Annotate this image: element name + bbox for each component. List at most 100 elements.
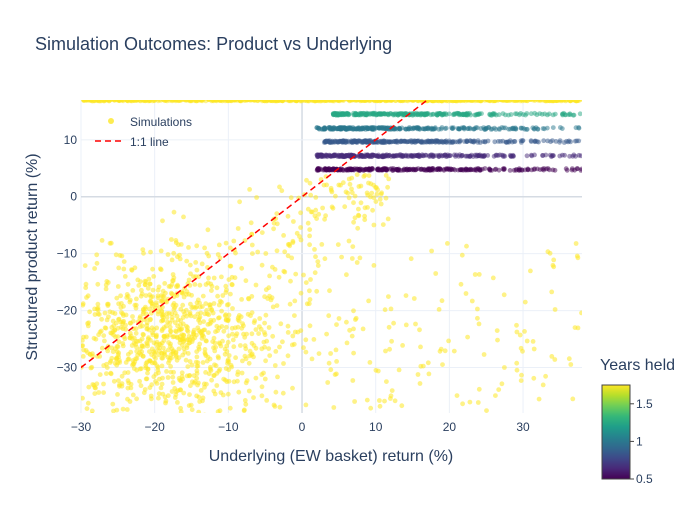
simulation-point: [559, 100, 565, 102]
simulation-point: [430, 111, 436, 117]
simulation-point: [170, 380, 176, 385]
simulation-point: [187, 340, 193, 346]
simulation-point: [167, 324, 173, 330]
simulation-point: [150, 287, 156, 293]
simulation-point: [85, 400, 91, 406]
simulation-point: [194, 354, 200, 360]
simulation-point: [177, 334, 183, 339]
simulation-point: [120, 100, 126, 104]
simulation-point: [371, 126, 376, 132]
simulation-point: [267, 293, 272, 299]
simulation-point: [112, 360, 118, 366]
simulation-point: [476, 167, 482, 172]
simulation-point: [203, 301, 209, 306]
simulation-point: [430, 138, 436, 144]
simulation-point: [155, 365, 161, 370]
simulation-point: [493, 393, 498, 398]
simulation-point: [573, 241, 579, 246]
simulation-point: [398, 100, 403, 103]
simulation-point: [285, 242, 291, 247]
simulation-point: [95, 354, 100, 359]
simulation-point: [124, 407, 130, 412]
simulation-point: [111, 378, 117, 384]
simulation-point: [170, 374, 176, 380]
simulation-point: [325, 380, 331, 385]
simulation-point: [138, 383, 144, 389]
simulation-point: [120, 326, 126, 332]
simulation-point: [307, 323, 313, 329]
simulation-point: [116, 265, 122, 271]
simulation-point: [346, 195, 352, 201]
simulation-point: [241, 408, 247, 413]
simulation-point: [307, 288, 312, 294]
simulation-point: [177, 256, 183, 262]
simulation-point: [305, 220, 311, 226]
simulation-point: [322, 216, 327, 222]
simulation-point: [130, 288, 136, 293]
simulation-point: [205, 354, 211, 360]
simulation-point: [557, 139, 562, 145]
simulation-point: [107, 309, 113, 315]
simulation-point: [118, 305, 124, 310]
simulation-point: [351, 350, 356, 356]
axis-ticks: −30 −20 −10 0 10 20 30 −30 −20 −10 0 10: [57, 133, 530, 434]
simulation-point: [407, 138, 413, 144]
simulation-point: [518, 345, 524, 351]
simulation-point: [383, 173, 389, 178]
simulation-point: [165, 375, 171, 380]
simulation-point: [499, 125, 505, 130]
simulation-point: [307, 242, 312, 248]
simulation-point: [140, 100, 146, 103]
simulation-point: [347, 181, 353, 187]
simulation-point: [139, 287, 144, 293]
simulation-point: [567, 153, 572, 159]
simulation-point: [403, 126, 408, 132]
simulation-point: [307, 180, 313, 186]
simulation-point: [127, 299, 133, 305]
simulation-point: [342, 204, 348, 210]
simulation-point: [496, 112, 502, 118]
simulation-point: [211, 335, 217, 341]
simulation-point: [548, 139, 553, 145]
simulation-point: [465, 100, 471, 102]
simulation-point: [93, 336, 99, 342]
simulation-point: [235, 369, 241, 375]
simulation-point: [271, 226, 276, 232]
simulation-point: [492, 139, 498, 145]
simulation-point: [459, 252, 465, 258]
simulation-point: [344, 100, 349, 102]
simulation-point: [185, 325, 190, 330]
simulation-point: [226, 302, 231, 307]
simulation-point: [121, 266, 127, 272]
simulation-point: [181, 390, 187, 396]
simulation-point: [92, 100, 98, 103]
simulation-point: [404, 167, 410, 173]
simulation-point: [386, 294, 391, 299]
simulation-point: [366, 173, 372, 179]
simulation-point: [120, 406, 126, 412]
simulation-point: [194, 267, 200, 273]
simulation-point: [309, 356, 315, 362]
simulation-point: [460, 401, 465, 407]
simulation-point: [156, 370, 161, 376]
simulation-point: [481, 352, 487, 357]
simulation-point: [455, 139, 460, 145]
simulation-point: [120, 321, 126, 326]
simulation-point: [188, 271, 193, 277]
simulation-point: [558, 125, 563, 130]
simulation-point: [197, 304, 203, 310]
simulation-point: [326, 313, 332, 319]
simulation-point: [256, 331, 261, 336]
simulation-point: [142, 282, 148, 288]
simulation-point: [155, 100, 160, 102]
simulation-point: [197, 314, 203, 320]
simulation-point: [105, 348, 111, 354]
simulation-point: [112, 328, 118, 333]
simulation-point: [354, 100, 359, 103]
simulation-point: [151, 374, 157, 380]
simulation-point: [111, 323, 117, 329]
simulation-point: [214, 323, 220, 329]
simulation-point: [113, 252, 119, 258]
simulation-point: [223, 324, 229, 330]
x-tick-label: 10: [369, 420, 383, 434]
